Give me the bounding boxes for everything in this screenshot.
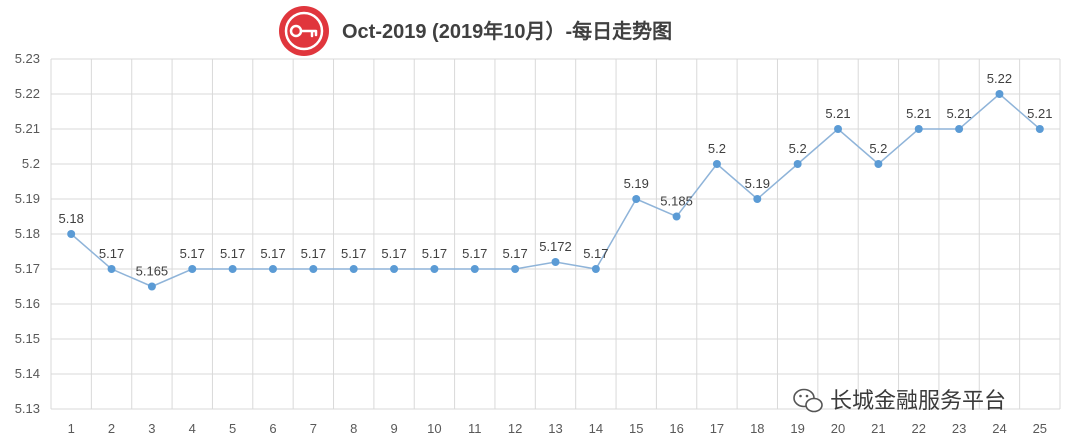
data-point <box>1035 125 1044 133</box>
x-tick-label: 5 <box>229 421 236 436</box>
x-tick-label: 25 <box>1033 421 1047 436</box>
y-tick-label: 5.17 <box>15 261 40 276</box>
data-point <box>955 125 964 133</box>
x-tick-label: 14 <box>589 421 603 436</box>
data-label: 5.17 <box>341 246 366 261</box>
x-axis: 1 2 3 4 5 6 7 8 9 10 11 12 13 14 15 16 17 18 19 20 21 22 23 24 2… <box>68 421 1047 436</box>
x-tick-label: 15 <box>629 421 643 436</box>
x-tick-label: 17 <box>710 421 724 436</box>
data-point <box>672 212 681 221</box>
data-point <box>390 265 399 273</box>
data-label: 5.19 <box>624 176 649 191</box>
y-tick-label: 5.16 <box>15 296 40 311</box>
data-point <box>147 282 156 291</box>
data-label: 5.18 <box>59 211 84 226</box>
data-point <box>107 265 116 273</box>
data-label: 5.2 <box>869 141 887 156</box>
data-labels: 5.18 5.17 5.165 5.17 5.17 5.17 5.17 5.17 5.17 5.1… <box>59 71 1053 279</box>
x-tick-label: 22 <box>912 421 926 436</box>
data-point <box>188 265 197 273</box>
data-label: 5.22 <box>987 71 1012 86</box>
y-tick-label: 5.21 <box>15 121 40 136</box>
data-label: 5.21 <box>946 106 971 121</box>
data-point <box>551 258 560 266</box>
data-label: 5.17 <box>220 246 245 261</box>
data-label: 5.172 <box>539 239 572 254</box>
x-tick-label: 24 <box>992 421 1006 436</box>
x-tick-label: 6 <box>269 421 276 436</box>
data-label: 5.21 <box>825 106 850 121</box>
y-axis: 5.13 5.14 5.15 5.16 5.17 5.18 5.19 5.2 5.21 5.22 5… <box>15 51 40 416</box>
y-tick-label: 5.14 <box>15 366 40 381</box>
x-tick-label: 4 <box>189 421 196 436</box>
y-tick-label: 5.23 <box>15 51 40 66</box>
data-label: 5.2 <box>708 141 726 156</box>
data-point <box>309 265 318 273</box>
data-point <box>874 160 883 168</box>
logo-key-icon <box>279 6 329 56</box>
data-label: 5.17 <box>180 246 205 261</box>
x-tick-label: 2 <box>108 421 115 436</box>
data-label: 5.17 <box>301 246 326 261</box>
data-label: 5.17 <box>462 246 487 261</box>
x-tick-label: 20 <box>831 421 845 436</box>
watermark-text: 长城金融服务平台 <box>830 389 1006 414</box>
x-tick-label: 19 <box>790 421 804 436</box>
data-point <box>591 265 600 273</box>
x-tick-label: 3 <box>148 421 155 436</box>
data-label: 5.17 <box>381 246 406 261</box>
x-tick-label: 11 <box>468 421 482 436</box>
data-point <box>511 265 520 273</box>
data-label: 5.17 <box>422 246 447 261</box>
data-label: 5.17 <box>260 246 285 261</box>
data-label: 5.2 <box>789 141 807 156</box>
data-label: 5.17 <box>583 246 608 261</box>
data-label: 5.185 <box>660 194 693 209</box>
x-tick-label: 18 <box>750 421 764 436</box>
x-tick-label: 13 <box>548 421 562 436</box>
data-point <box>793 160 802 168</box>
x-tick-label: 1 <box>68 421 75 436</box>
data-label: 5.21 <box>906 106 931 121</box>
y-tick-label: 5.19 <box>15 191 40 206</box>
x-tick-label: 12 <box>508 421 522 436</box>
data-point <box>632 195 641 203</box>
data-label: 5.21 <box>1027 106 1052 121</box>
y-tick-label: 5.2 <box>22 156 40 171</box>
x-tick-label: 21 <box>871 421 885 436</box>
wechat-icon <box>793 388 823 413</box>
data-points <box>67 90 1044 291</box>
x-tick-label: 8 <box>350 421 357 436</box>
x-tick-label: 23 <box>952 421 966 436</box>
x-tick-label: 9 <box>390 421 397 436</box>
data-point <box>470 265 479 273</box>
data-label: 5.19 <box>745 176 770 191</box>
y-tick-label: 5.13 <box>15 401 40 416</box>
y-tick-label: 5.22 <box>15 86 40 101</box>
data-point <box>753 195 762 203</box>
x-tick-label: 10 <box>427 421 441 436</box>
data-point <box>834 125 843 133</box>
watermark: 长城金融服务平台 <box>793 388 1006 414</box>
data-point <box>914 125 923 133</box>
data-point <box>995 90 1004 98</box>
x-tick-label: 16 <box>669 421 683 436</box>
data-point <box>349 265 358 273</box>
data-label: 5.17 <box>99 246 124 261</box>
data-point <box>228 265 237 273</box>
data-label: 5.17 <box>502 246 527 261</box>
x-tick-label: 7 <box>310 421 317 436</box>
data-point <box>67 230 76 238</box>
y-tick-label: 5.15 <box>15 331 40 346</box>
data-label: 5.165 <box>136 264 169 279</box>
series-line <box>70 93 1041 288</box>
y-tick-label: 5.18 <box>15 226 40 241</box>
data-point <box>268 265 277 273</box>
grid <box>50 58 1061 410</box>
data-point <box>712 160 721 168</box>
chart-title: Oct-2019 (2019年10月）-每日走势图 <box>342 19 672 43</box>
data-point <box>430 265 439 273</box>
